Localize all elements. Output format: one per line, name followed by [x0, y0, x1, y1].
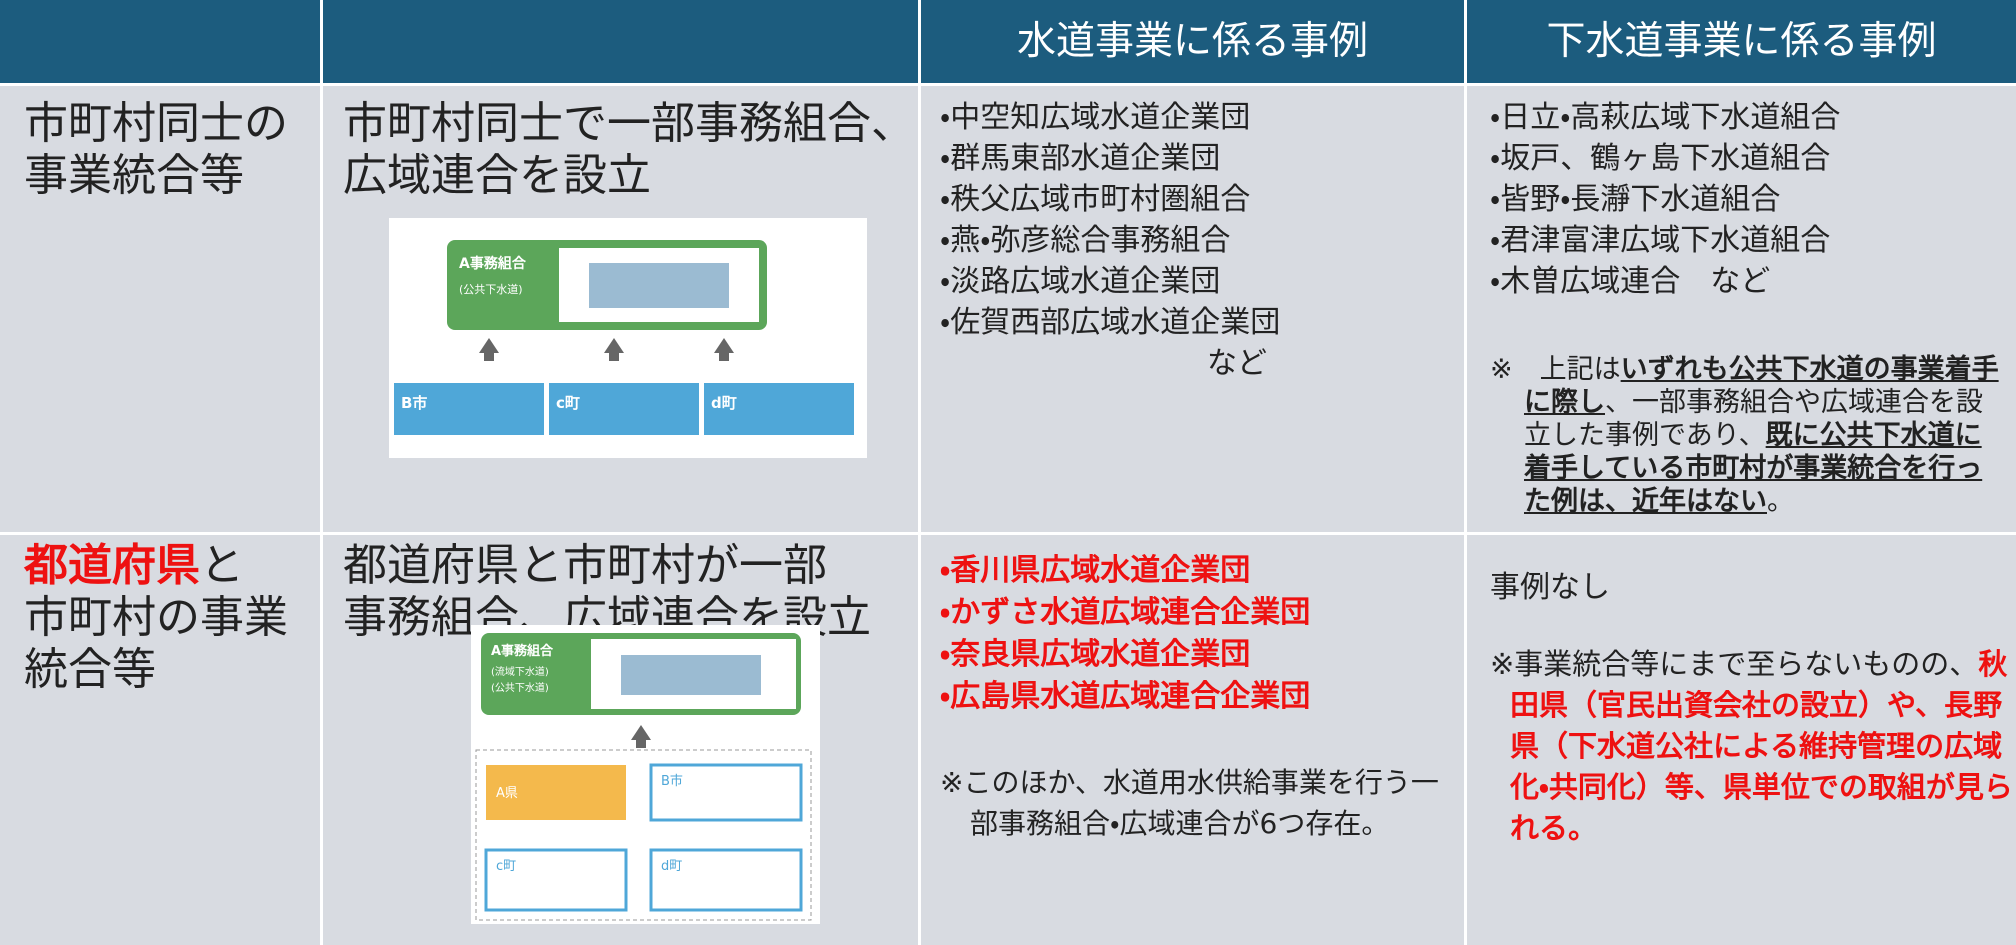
label: A事務組合 — [459, 255, 527, 272]
note: ※ 上記はいずれも公共下水道の事業着手に際し、一部事務組合や広域連合を設立した事… — [1490, 353, 2000, 518]
water-list: ・中空知広域水道企業団 ・群馬東部水道企業団 ・秩父広域市町村圏組合 ・燕・弥彦総合事… — [940, 97, 1280, 343]
list-item: ・香川県広域水道企業団 — [940, 553, 1251, 588]
highlight: 秋田県（官民出資会社の設立）や、長野県（下水道公社による維持管理の広域化・共同化… — [1510, 647, 2013, 845]
label: c町 — [496, 859, 516, 874]
list-item: ・燕・弥彦総合事務組合 — [940, 223, 1231, 258]
list-item: ・淡路広域水道企業団 — [940, 264, 1221, 299]
diagram: A事務組合 (流域下水道) (公共下水道) A県 B市 c町 d町 — [471, 625, 820, 924]
list-item: ・中空知広域水道企業団 — [940, 100, 1251, 135]
body-cell — [1467, 86, 2016, 532]
text: 、一部事務組合や広域連合を設立した事例であり、 — [1524, 387, 1983, 451]
label: A事務組合 — [491, 643, 554, 659]
header-cell: 水道事業に係る事例 — [921, 0, 1464, 83]
list-item: ・木曽広域連合 など — [1490, 264, 1771, 299]
label: (流域下水道) — [491, 665, 549, 678]
highlight: 都道府県 — [24, 540, 200, 591]
text: ※ 上記は — [1490, 354, 1621, 385]
text: と — [200, 540, 244, 591]
header-cell — [0, 0, 320, 83]
text-line: 事業統合等 — [24, 150, 244, 201]
emphasis: いずれも公共下水道の事業着手に際し — [1524, 354, 1999, 418]
header-cell — [323, 0, 918, 83]
list-item: ・坂戸、鶴ヶ島下水道組合 — [1490, 141, 1831, 176]
label: A県 — [496, 786, 518, 801]
text: など — [1207, 346, 1267, 381]
diagram: A事務組合 (公共下水道) B市 c町 d町 — [389, 218, 867, 458]
list-item: ・かずさ水道広域連合企業団 — [940, 595, 1311, 630]
description: 市町村同士で一部事務組合、 広域連合を設立 — [343, 98, 915, 202]
note: ※このほか、水道用水供給事業を行う一部事務組合・広域連合が6つ存在。 — [940, 766, 1439, 840]
text-line: 統合等 — [24, 644, 156, 695]
sewer-list: ・日立・高萩広域下水道組合 ・坂戸、鶴ヶ島下水道組合 ・皆野・長瀞下水道組合・君津富… — [1490, 97, 1840, 302]
category: 都道府県と 市町村の事業 統合等 — [24, 540, 288, 696]
body-cell — [921, 535, 1464, 945]
list-item: ・君津富津広域下水道組合 — [1490, 223, 1831, 258]
body-cell — [0, 535, 320, 945]
text-line: 市町村同士で一部事務組合、 — [343, 98, 915, 149]
text-line: 市町村の事業 — [24, 592, 288, 643]
label: (公共下水道) — [459, 282, 523, 296]
label: d町 — [711, 394, 737, 412]
text: 。 — [1767, 486, 1794, 517]
note: ※事業統合等にまで至らないものの、秋田県（官民出資会社の設立）や、長野県（下水道… — [1490, 644, 2016, 849]
list-item: ・群馬東部水道企業団 — [940, 141, 1221, 176]
label: d町 — [661, 859, 682, 874]
label: c町 — [556, 394, 580, 412]
label: B市 — [661, 774, 683, 789]
header-cell: 下水道事業に係る事例 — [1467, 0, 2016, 83]
text: 事例なし — [1490, 570, 1610, 605]
body-cell — [921, 86, 1464, 532]
text-line: 都道府県と市町村が一部 — [343, 540, 827, 591]
text-line: 都道府県と — [24, 540, 288, 592]
text-line: 広域連合を設立 — [343, 150, 651, 201]
emphasis: 既に公共下水道に着手している市町村が事業統合を行った例は、近年はない — [1524, 420, 1983, 517]
list-item: ・皆野・長瀞下水道組合 — [1490, 182, 1781, 217]
label: (公共下水道) — [491, 681, 549, 694]
body-cell — [1467, 535, 2016, 945]
body-cell — [0, 86, 320, 532]
text-line: 市町村同士の — [24, 98, 288, 149]
list-item: ・日立・高萩広域下水道組合 — [1490, 100, 1841, 135]
label: B市 — [401, 394, 427, 412]
list-item: ・佐賀西部広域水道企業団 — [940, 305, 1281, 340]
water-list: ・香川県広域水道企業団・かずさ水道広域連合企業団 ・奈良県広域水道企業団・広島県水… — [940, 550, 1310, 718]
list-item: ・秩父広域市町村圏組合 — [940, 182, 1251, 217]
list-item: ・広島県水道広域連合企業団 — [940, 679, 1311, 714]
list-item: ・奈良県広域水道企業団 — [940, 637, 1251, 672]
description: 都道府県と市町村が一部 事務組合、広域連合を設立 — [343, 540, 871, 644]
category: 市町村同士の 事業統合等 — [24, 98, 288, 202]
text: ※事業統合等にまで至らないものの、 — [1490, 647, 1979, 681]
